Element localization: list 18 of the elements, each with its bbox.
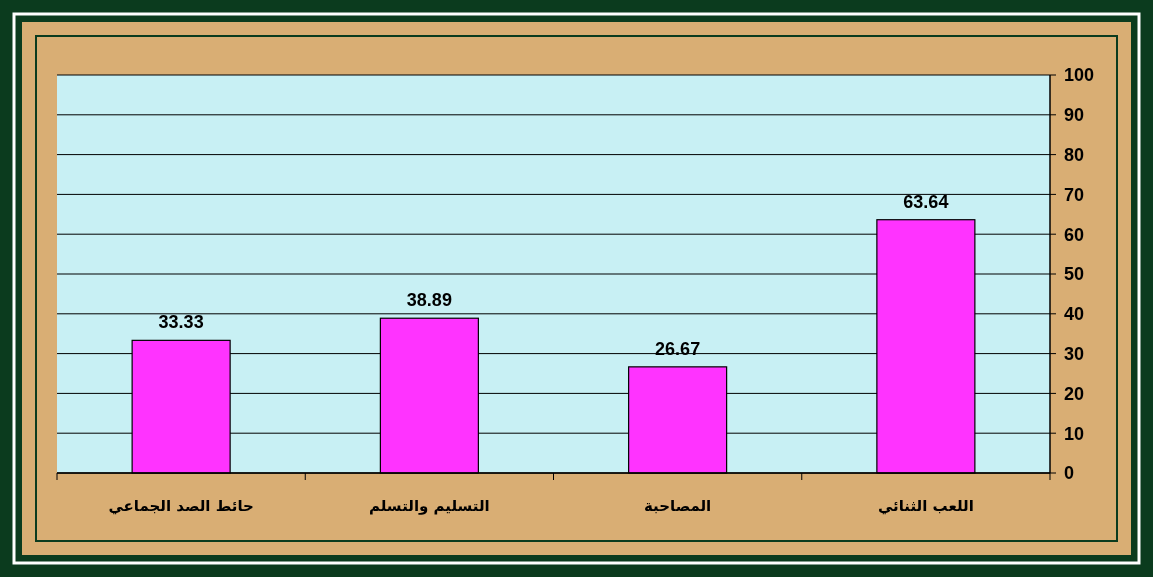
x-tick-label: حائط الصد الجماعي [108,497,254,515]
x-tick-label: المصاحبة [643,497,712,515]
x-tick-label: اللعب الثنائي [877,497,974,515]
y-tick-label: 20 [1064,383,1085,404]
y-tick-label: 30 [1064,343,1085,364]
y-tick-label: 10 [1064,423,1085,444]
data-label: 38.89 [406,290,452,311]
y-tick-label: 80 [1064,144,1085,165]
y-tick-label: 0 [1064,463,1075,484]
y-tick-label: 60 [1064,224,1085,245]
y-tick-label: 100 [1064,65,1095,86]
x-tick-label: التسليم والتسلم [368,497,490,515]
y-tick-label: 40 [1064,304,1085,325]
data-label: 63.64 [903,191,949,212]
data-label: 33.33 [158,312,204,333]
y-tick-label: 50 [1064,264,1085,285]
y-tick-label: 90 [1064,105,1085,126]
y-tick-label: 70 [1064,184,1085,205]
